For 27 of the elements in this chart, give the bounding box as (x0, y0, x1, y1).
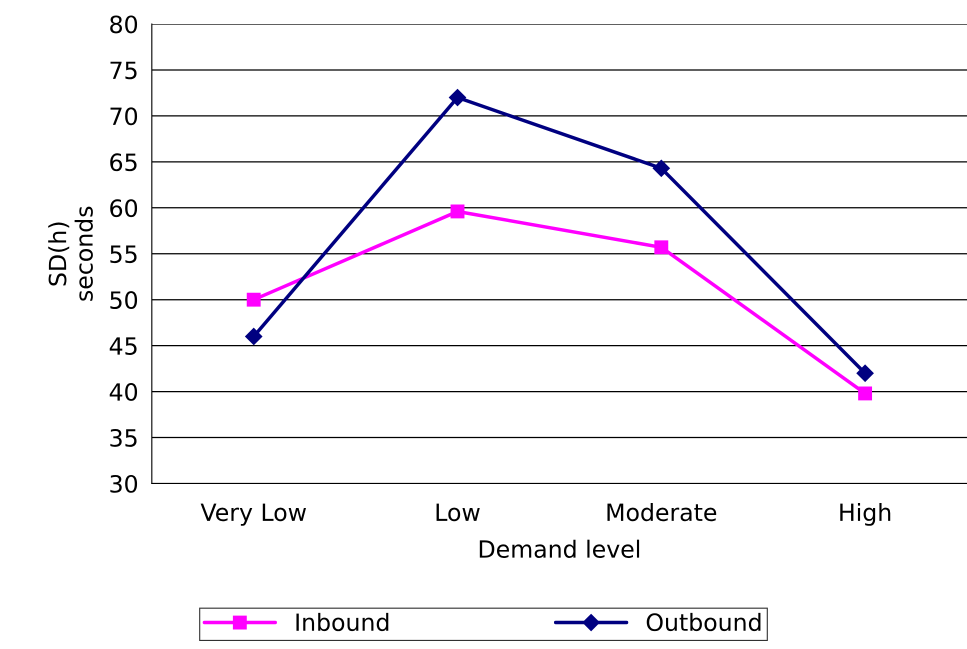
y-tick-label: 55 (110, 246, 137, 264)
x-axis-title: Demand level (480, 540, 640, 558)
legend-label: Outbound (646, 612, 760, 632)
x-tick-label: Low (436, 504, 480, 522)
point (448, 88, 466, 106)
point (654, 240, 668, 254)
y-axis-title: SD(h) seconds (48, 206, 93, 301)
point (450, 204, 464, 218)
y-tick-label: 35 (110, 429, 137, 447)
y-tick-label: 30 (110, 474, 138, 493)
y-tick-label: 80 (110, 15, 138, 34)
point (246, 292, 261, 307)
y-tick-label: 45 (110, 337, 137, 355)
point (245, 328, 262, 346)
point (858, 386, 872, 400)
y-tick-label: 70 (110, 107, 138, 126)
point (652, 160, 670, 177)
y-tick-label: 60 (110, 199, 138, 218)
legend-label: Inbound (296, 612, 388, 632)
y-tick-label: 75 (110, 62, 137, 80)
y-tick-label: 40 (110, 383, 138, 401)
y-tick-label: 65 (110, 153, 137, 172)
x-tick-label: Moderate (607, 502, 716, 522)
x-tick-label: Very Low (200, 504, 306, 526)
y-tick-label: 50 (110, 291, 138, 310)
x-tick-label: High (840, 502, 890, 526)
point (856, 364, 874, 382)
